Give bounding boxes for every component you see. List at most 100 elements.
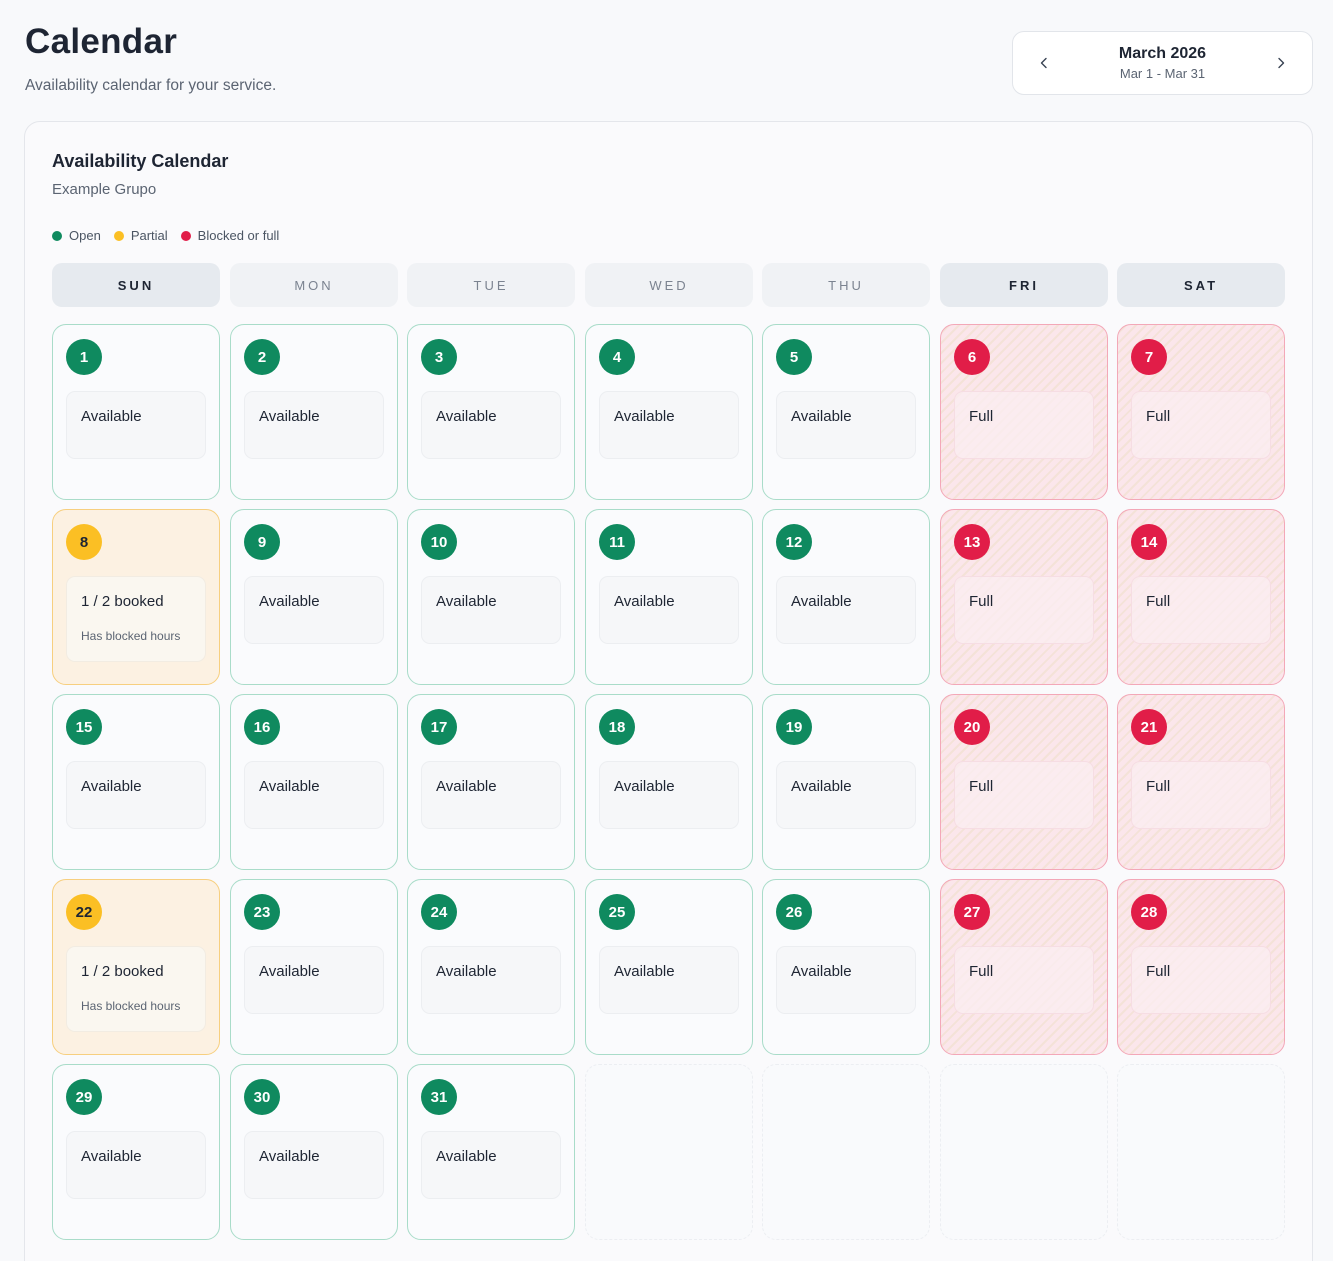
day-status-box: Full	[1131, 391, 1271, 459]
day-status-box: Available	[599, 946, 739, 1014]
weekday-header-sun: SUN	[52, 263, 220, 307]
day-cell-20[interactable]: 20 Full	[940, 694, 1108, 870]
day-status-text: Available	[436, 1148, 497, 1165]
day-number-badge: 27	[954, 894, 990, 930]
day-status-text: 1 / 2 booked	[81, 593, 164, 610]
month-label: March 2026	[1118, 45, 1207, 62]
day-cell-13[interactable]: 13 Full	[940, 509, 1108, 685]
day-cell-6[interactable]: 6 Full	[940, 324, 1108, 500]
day-cell-19[interactable]: 19 Available	[762, 694, 930, 870]
day-cell-3[interactable]: 3 Available	[407, 324, 575, 500]
day-cell-1[interactable]: 1 Available	[52, 324, 220, 500]
legend-item-blocked-or-full: Blocked or full	[180, 228, 279, 243]
day-number-badge: 15	[66, 709, 102, 745]
day-status-text: Available	[436, 778, 497, 795]
day-cell-2[interactable]: 2 Available	[230, 324, 398, 500]
day-number-badge: 19	[776, 709, 812, 745]
day-cell-15[interactable]: 15 Available	[52, 694, 220, 870]
next-month-button[interactable]	[1270, 52, 1292, 74]
day-number-badge: 6	[954, 339, 990, 375]
empty-day-cell	[585, 1064, 753, 1240]
day-number-badge: 4	[599, 339, 635, 375]
day-number-badge: 18	[599, 709, 635, 745]
empty-day-cell	[762, 1064, 930, 1240]
day-cell-9[interactable]: 9 Available	[230, 509, 398, 685]
day-number-badge: 2	[244, 339, 280, 375]
day-status-text: Full	[969, 963, 994, 980]
day-cell-12[interactable]: 12 Available	[762, 509, 930, 685]
day-number-badge: 22	[66, 894, 102, 930]
legend-item-partial: Partial	[113, 228, 168, 243]
day-status-text: Available	[259, 963, 320, 980]
day-status-box: Available	[421, 1131, 561, 1199]
day-cell-25[interactable]: 25 Available	[585, 879, 753, 1055]
day-number-badge: 23	[244, 894, 280, 930]
day-status-text: Available	[259, 778, 320, 795]
day-status-text: Available	[614, 963, 675, 980]
day-status-box: 1 / 2 booked Has blocked hours	[66, 946, 206, 1032]
legend-label: Open	[69, 228, 101, 243]
day-cell-4[interactable]: 4 Available	[585, 324, 753, 500]
day-cell-24[interactable]: 24 Available	[407, 879, 575, 1055]
day-number-badge: 17	[421, 709, 457, 745]
day-number-badge: 20	[954, 709, 990, 745]
day-status-box: Available	[244, 1131, 384, 1199]
day-cell-31[interactable]: 31 Available	[407, 1064, 575, 1240]
day-number-badge: 25	[599, 894, 635, 930]
day-status-box: Available	[599, 391, 739, 459]
day-status-box: Full	[1131, 761, 1271, 829]
day-cell-8[interactable]: 8 1 / 2 booked Has blocked hours	[52, 509, 220, 685]
day-number-badge: 9	[244, 524, 280, 560]
availability-calendar-card: Availability Calendar Example Grupo Open…	[24, 121, 1313, 1261]
day-cell-30[interactable]: 30 Available	[230, 1064, 398, 1240]
day-number-badge: 16	[244, 709, 280, 745]
day-cell-26[interactable]: 26 Available	[762, 879, 930, 1055]
day-status-text: Full	[1146, 778, 1171, 795]
day-status-text: Available	[81, 408, 142, 425]
day-status-text: Available	[436, 593, 497, 610]
day-status-text: Full	[969, 778, 994, 795]
day-status-box: Available	[66, 391, 206, 459]
day-status-text: Full	[1146, 963, 1171, 980]
day-status-box: Full	[1131, 576, 1271, 644]
weekday-header-sat: SAT	[1117, 263, 1285, 307]
day-cell-7[interactable]: 7 Full	[1117, 324, 1285, 500]
day-cell-11[interactable]: 11 Available	[585, 509, 753, 685]
legend-dot-icon	[180, 230, 191, 241]
day-number-badge: 13	[954, 524, 990, 560]
day-status-text: Available	[436, 963, 497, 980]
day-cell-18[interactable]: 18 Available	[585, 694, 753, 870]
page-title: Calendar	[25, 22, 178, 61]
day-cell-17[interactable]: 17 Available	[407, 694, 575, 870]
day-cell-21[interactable]: 21 Full	[1117, 694, 1285, 870]
day-cell-14[interactable]: 14 Full	[1117, 509, 1285, 685]
day-cell-27[interactable]: 27 Full	[940, 879, 1108, 1055]
day-cell-22[interactable]: 22 1 / 2 booked Has blocked hours	[52, 879, 220, 1055]
day-status-box: Available	[776, 576, 916, 644]
day-status-text: Available	[614, 593, 675, 610]
day-cell-10[interactable]: 10 Available	[407, 509, 575, 685]
day-status-box: Full	[1131, 946, 1271, 1014]
prev-month-button[interactable]	[1033, 52, 1055, 74]
day-number-badge: 14	[1131, 524, 1167, 560]
day-cell-29[interactable]: 29 Available	[52, 1064, 220, 1240]
page-subtitle: Availability calendar for your service.	[25, 77, 277, 94]
day-status-box: Available	[244, 391, 384, 459]
day-status-text: Available	[791, 778, 852, 795]
day-cell-23[interactable]: 23 Available	[230, 879, 398, 1055]
day-status-text: 1 / 2 booked	[81, 963, 164, 980]
weekday-header-mon: MON	[230, 263, 398, 307]
legend-dot-icon	[113, 230, 124, 241]
day-cell-28[interactable]: 28 Full	[1117, 879, 1285, 1055]
empty-day-cell	[1117, 1064, 1285, 1240]
weekday-header-wed: WED	[585, 263, 753, 307]
day-status-note: Has blocked hours	[81, 999, 181, 1013]
day-cell-5[interactable]: 5 Available	[762, 324, 930, 500]
day-status-text: Full	[1146, 408, 1171, 425]
legend-dot-icon	[52, 230, 62, 241]
day-cell-16[interactable]: 16 Available	[230, 694, 398, 870]
day-number-badge: 26	[776, 894, 812, 930]
day-status-box: 1 / 2 booked Has blocked hours	[66, 576, 206, 662]
weekday-header-thu: THU	[762, 263, 930, 307]
chevron-right-icon	[1278, 57, 1285, 69]
